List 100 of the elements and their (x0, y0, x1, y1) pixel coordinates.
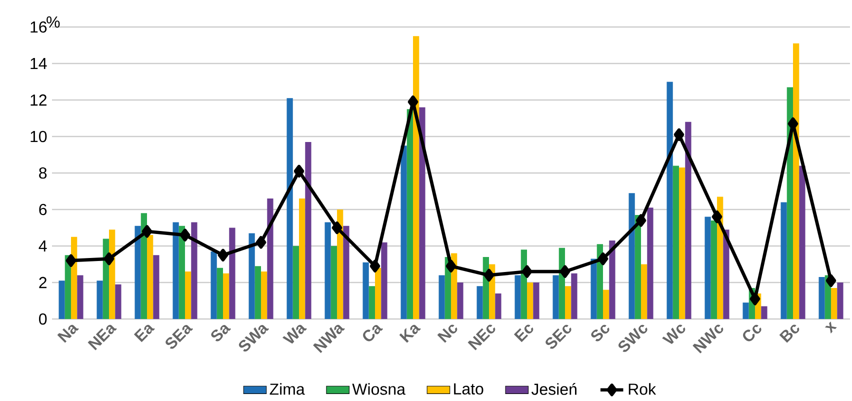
point (446, 260, 456, 272)
bar (229, 228, 236, 319)
legend-label: Jesień (531, 383, 576, 395)
bar (672, 166, 680, 319)
bar (590, 258, 597, 319)
bar (419, 107, 426, 319)
bar (286, 98, 293, 319)
y-tick-label: 10 (30, 130, 47, 142)
point (522, 265, 532, 278)
bar (191, 222, 198, 319)
y-axis-title: % (46, 16, 60, 28)
bar (603, 290, 610, 319)
point (750, 292, 760, 306)
bar (666, 82, 673, 319)
y-tick-label: 4 (38, 240, 47, 252)
bar (742, 302, 749, 319)
point (674, 128, 684, 142)
x-tick-label: Sa (211, 325, 231, 342)
point (180, 228, 190, 242)
bar (210, 251, 217, 319)
x-tick-label: SWa (238, 325, 269, 352)
y-tick-label: 2 (39, 276, 46, 288)
bar (223, 273, 230, 319)
bar (267, 198, 274, 319)
x-tick-label: NEc (468, 324, 496, 350)
point (598, 252, 608, 266)
x-tick-label: NEa (88, 324, 117, 350)
x-tick-label: Nc (437, 324, 458, 343)
x-tick-label: SEa (166, 325, 193, 349)
x-tick-label: Bc (779, 324, 800, 343)
y-tick-label: 8 (39, 167, 47, 179)
x-tick-label: Ec (514, 324, 534, 342)
bar (254, 266, 262, 319)
bar (628, 193, 635, 319)
bar (710, 220, 718, 319)
x-tick-label: Ka (399, 324, 421, 343)
bar (178, 226, 186, 319)
bar (780, 202, 787, 319)
bar (609, 240, 616, 319)
point (142, 225, 152, 238)
bar (147, 235, 154, 319)
bar (362, 262, 369, 319)
bar (140, 213, 148, 319)
bar (343, 226, 350, 319)
bar (514, 275, 521, 319)
bar (457, 282, 464, 319)
legend-label: Wiosna (352, 383, 406, 395)
x-tick-label: Ca (363, 325, 383, 342)
bar (216, 268, 224, 319)
y-tick-label: 14 (30, 58, 47, 70)
point (66, 254, 76, 267)
bar (679, 168, 686, 319)
bar (368, 286, 376, 319)
x-tick-label: Wa (282, 324, 307, 344)
x-tick-label: SEc (546, 324, 572, 349)
bar (375, 268, 382, 319)
bar (571, 273, 578, 319)
bar (438, 275, 445, 319)
point (560, 265, 570, 278)
x-tick-label: Sc (591, 324, 610, 342)
bar (685, 122, 692, 319)
point (218, 248, 228, 262)
bar (305, 142, 312, 319)
bar (527, 282, 534, 319)
bar (185, 272, 192, 319)
point (332, 221, 342, 234)
y-tick-label: 6 (39, 204, 47, 216)
x-tick-label: Wc (662, 324, 686, 344)
x-tick-label: Na (57, 324, 79, 343)
y-tick-label: 12 (30, 94, 46, 106)
bar (330, 246, 338, 319)
bar (96, 280, 103, 319)
bar (831, 288, 838, 319)
bar (533, 282, 540, 319)
legend-label: Rok (628, 383, 656, 395)
bar (406, 109, 414, 319)
point (636, 214, 646, 227)
bar (818, 277, 825, 319)
bar (172, 222, 179, 319)
bar (261, 272, 268, 319)
bar (299, 198, 306, 319)
bar (337, 210, 344, 319)
legend-label: Zima (270, 383, 305, 395)
bar (799, 166, 806, 319)
bar (552, 275, 559, 319)
y-tick-label: 0 (39, 313, 47, 325)
legend-label: Lato (454, 383, 484, 395)
bar (400, 146, 407, 319)
x-tick-label: Ea (134, 324, 155, 342)
point (826, 274, 836, 288)
bar (115, 284, 122, 319)
point (294, 164, 304, 178)
bar (723, 230, 730, 319)
bar (134, 226, 141, 319)
bar (58, 280, 65, 319)
bar (153, 255, 160, 319)
bar (77, 275, 84, 319)
bar (837, 282, 844, 319)
point (104, 252, 114, 266)
bar (704, 216, 711, 319)
